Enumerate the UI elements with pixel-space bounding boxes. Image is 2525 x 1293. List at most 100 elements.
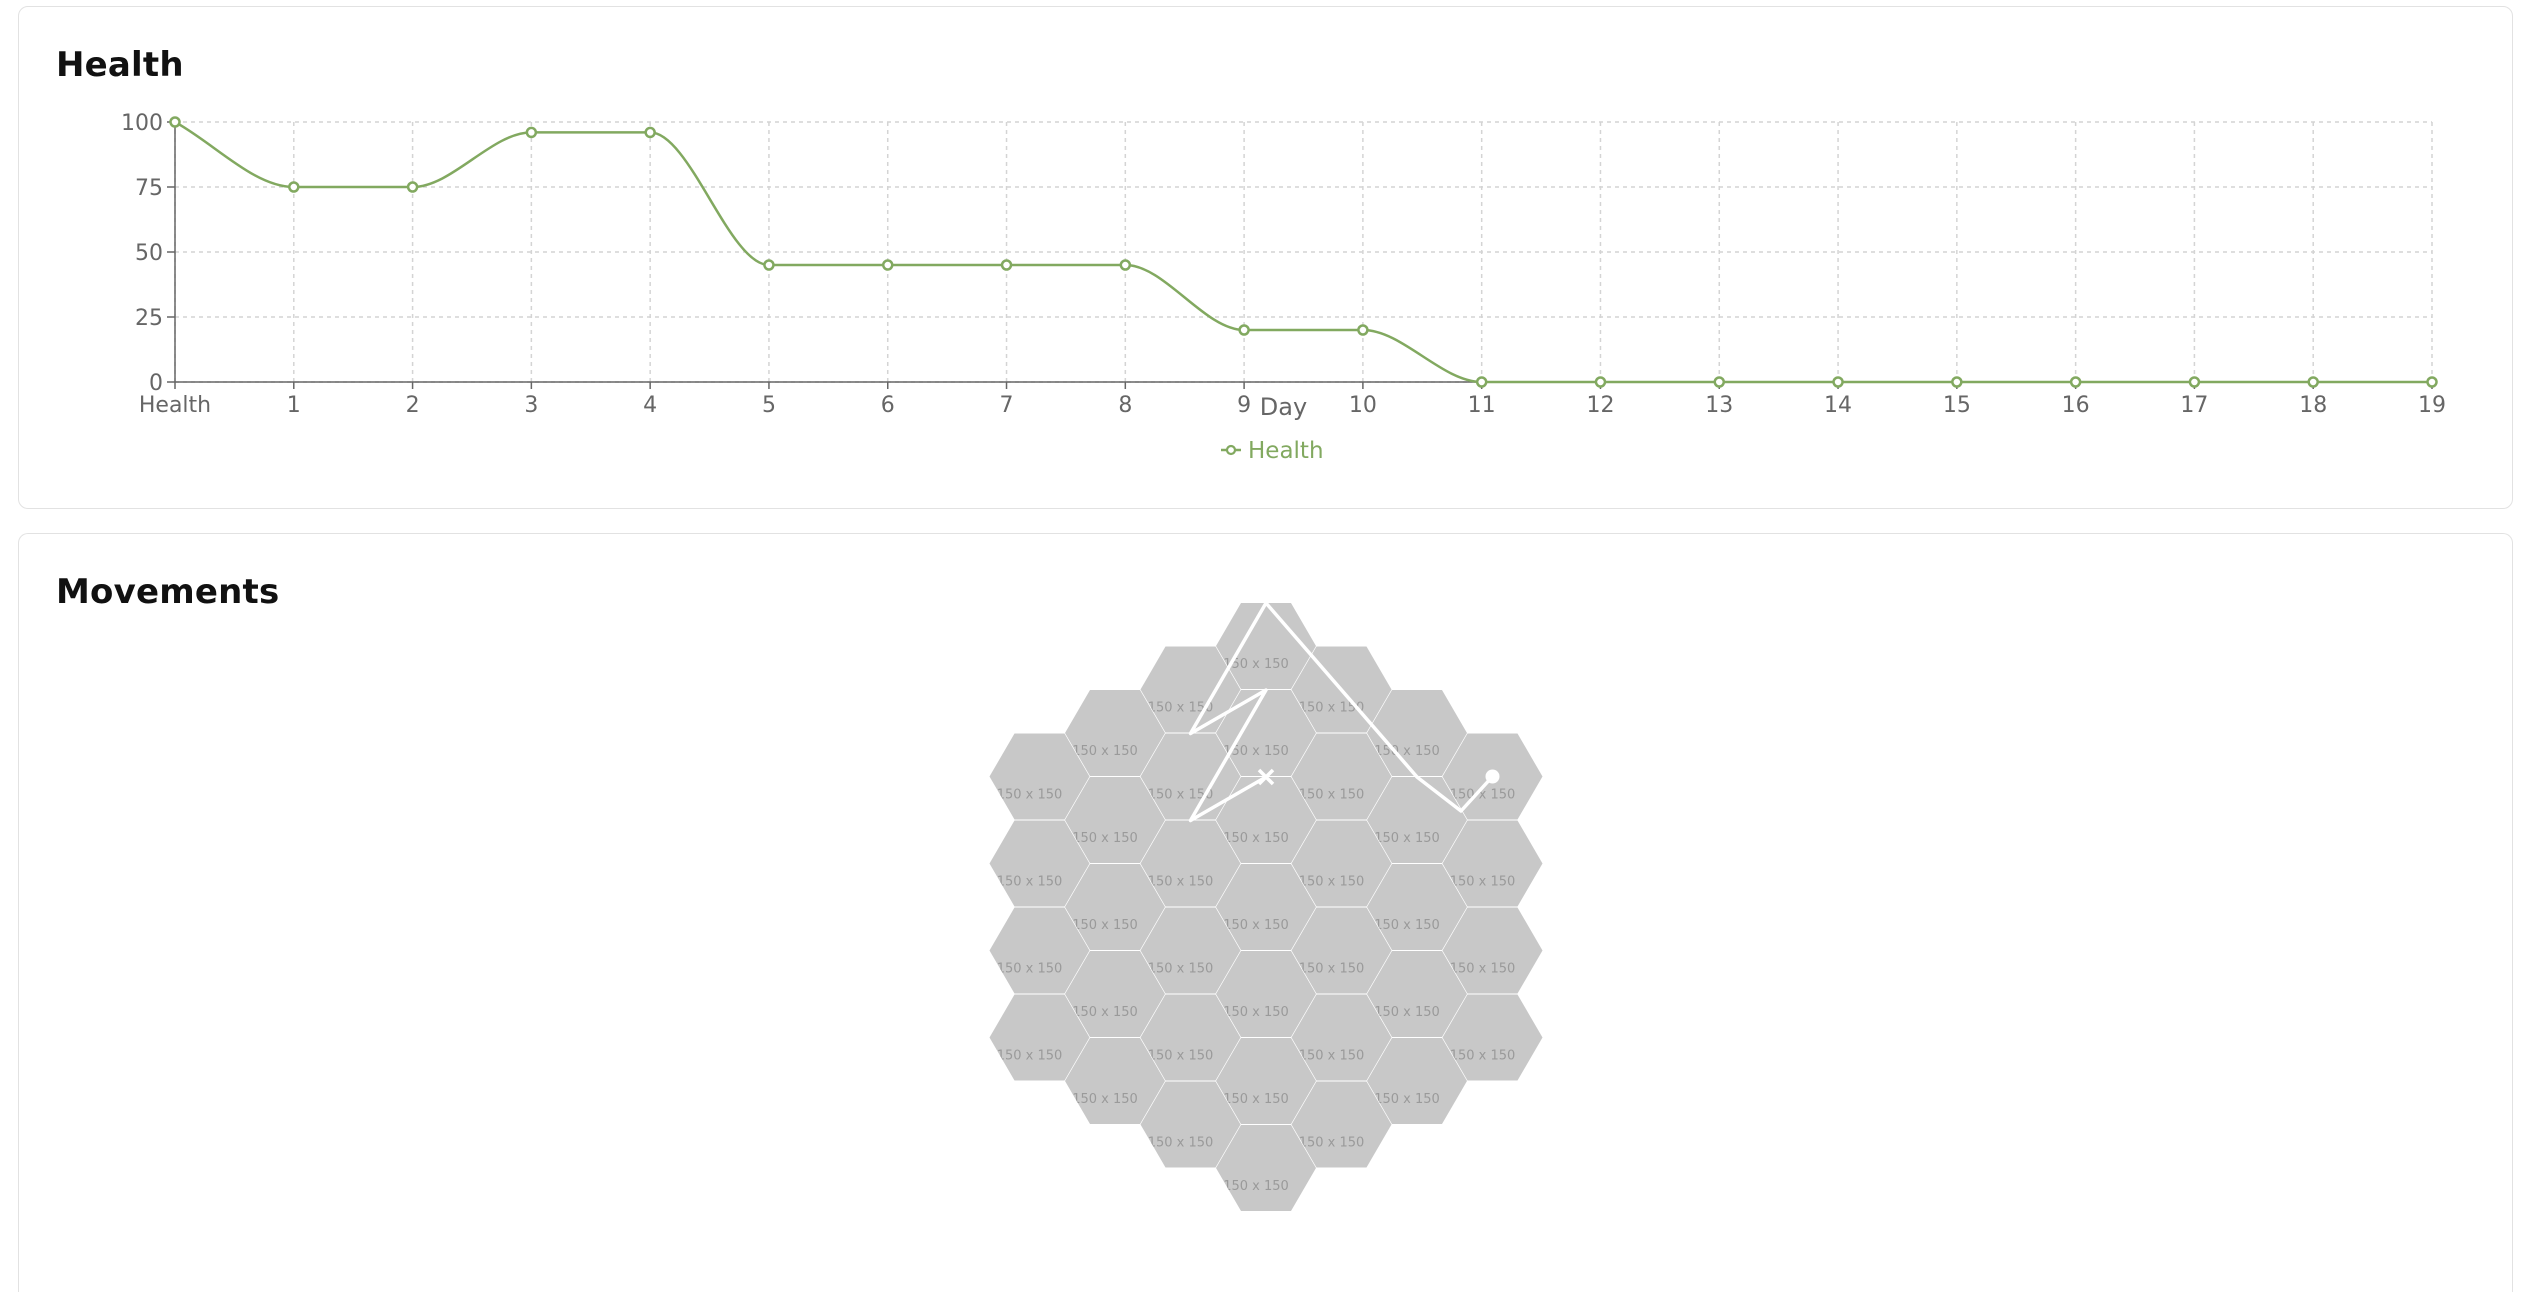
hex-tile[interactable]: 150 x 150 <box>1291 907 1392 994</box>
data-point[interactable] <box>1832 376 1844 388</box>
hex-tile[interactable]: 150 x 150 <box>1065 690 1165 776</box>
hex-tile[interactable]: 150 x 150 <box>1140 733 1241 820</box>
hex-tile-label: 150 x 150 <box>1148 875 1214 890</box>
x-tick-label: 12 <box>1586 393 1614 418</box>
hex-tile[interactable]: 150 x 150 <box>1065 1038 1165 1124</box>
hex-tile[interactable]: 150 x 150 <box>1442 994 1543 1081</box>
hex-tile[interactable]: 150 x 150 <box>1367 864 1467 950</box>
hex-tile[interactable]: 150 x 150 <box>989 994 1090 1081</box>
x-stroke <box>1257 768 1275 786</box>
hex-tile-label: 150 x 150 <box>1148 1049 1214 1064</box>
hex-tile[interactable]: 150 x 150 <box>1216 690 1316 776</box>
hex-tile[interactable]: 150 x 150 <box>1216 951 1316 1037</box>
x-tick-label: 16 <box>2062 393 2090 418</box>
hex-tile[interactable]: 150 x 150 <box>1140 820 1241 907</box>
hex-tile-label: 150 x 150 <box>1299 962 1365 977</box>
hex-shape <box>1065 864 1165 950</box>
hex-tile-label: 150 x 150 <box>997 875 1063 890</box>
hex-tile-label: 150 x 150 <box>1223 657 1289 672</box>
hex-tile[interactable]: 150 x 150 <box>1367 951 1467 1037</box>
x-tick-label: 4 <box>643 393 657 418</box>
data-point[interactable] <box>2069 376 2082 388</box>
hex-tile-label: 150 x 150 <box>1148 1136 1214 1151</box>
hex-tile-label: 150 x 150 <box>1072 1092 1138 1107</box>
hex-tile[interactable]: 150 x 150 <box>1216 1125 1316 1211</box>
hex-tile[interactable]: 150 x 150 <box>1367 1038 1467 1124</box>
data-point[interactable] <box>525 126 538 139</box>
hex-tile[interactable]: 150 x 150 <box>989 820 1090 907</box>
hex-tile-label: 150 x 150 <box>1072 831 1138 846</box>
hex-tile[interactable]: 150 x 150 <box>1216 864 1316 950</box>
data-point[interactable] <box>406 181 419 193</box>
hex-tile[interactable]: 150 x 150 <box>1140 646 1241 733</box>
hex-shape <box>1291 820 1392 907</box>
hex-tile-label: 150 x 150 <box>1223 831 1289 846</box>
hex-tile-label: 150 x 150 <box>1299 701 1365 716</box>
hex-tile[interactable]: 150 x 150 <box>1140 994 1241 1081</box>
data-point[interactable] <box>2426 376 2438 388</box>
hex-grid: 150 x 150 150 x 150 150 x 150 150 x 150 150 … <box>989 603 1543 1211</box>
data-point[interactable] <box>2188 376 2201 388</box>
movements-map: 150 x 150 150 x 150 150 x 150 150 x 150 150 … <box>989 601 1543 1211</box>
data-point[interactable] <box>1238 324 1250 336</box>
hex-tile[interactable]: 150 x 150 <box>1216 1038 1316 1124</box>
x-tick-label: 13 <box>1705 393 1733 418</box>
hex-tile-label: 150 x 150 <box>997 1049 1063 1064</box>
hex-tile[interactable]: 150 x 150 <box>1065 777 1165 863</box>
chart-legend[interactable]: Health <box>1221 438 1324 464</box>
hex-shape <box>1367 864 1467 950</box>
data-point[interactable] <box>1594 376 1607 388</box>
data-point[interactable] <box>644 126 656 139</box>
hex-tile-label: 150 x 150 <box>1072 918 1138 933</box>
hex-shape <box>989 907 1090 994</box>
data-point[interactable] <box>881 259 894 271</box>
movements-card-title: Movements <box>56 572 280 612</box>
data-point[interactable] <box>1119 259 1132 271</box>
hex-tile[interactable]: 150 x 150 <box>1291 994 1392 1081</box>
data-point[interactable] <box>169 116 181 128</box>
hex-tile[interactable]: 150 x 150 <box>1065 951 1165 1037</box>
hex-shape <box>1291 907 1392 994</box>
hex-tile[interactable]: 150 x 150 <box>1442 820 1543 907</box>
hex-tile[interactable]: 150 x 150 <box>989 733 1090 820</box>
data-point[interactable] <box>1713 376 1726 388</box>
data-point[interactable] <box>763 259 775 271</box>
data-point[interactable] <box>2307 376 2319 388</box>
hex-shape <box>1140 820 1241 907</box>
hex-shape <box>1065 777 1165 863</box>
x-tick-label: 1 <box>287 393 301 418</box>
data-point[interactable] <box>1475 376 1488 388</box>
hex-tile[interactable]: 150 x 150 <box>1065 864 1165 950</box>
hex-tile[interactable]: 150 x 150 <box>1140 1081 1241 1168</box>
health-card: 0 25 50 75 100 Health 1 2 3 4 5 6 7 8 9 10 11 12 13 14 15 16 1… <box>18 6 2513 509</box>
hex-tile[interactable]: 150 x 150 <box>989 907 1090 994</box>
x-tick-label: 11 <box>1468 393 1496 418</box>
x-tick-label: 8 <box>1118 393 1132 418</box>
hex-tile[interactable]: 150 x 150 <box>1291 820 1392 907</box>
data-point[interactable] <box>1000 259 1013 271</box>
hex-shape <box>1291 1081 1392 1168</box>
hex-tile-label: 150 x 150 <box>1148 701 1214 716</box>
chart-grid <box>174 121 2433 383</box>
x-tick-label: 9 <box>1237 393 1251 418</box>
hex-shape <box>1140 907 1241 994</box>
x-tick-label: Health <box>139 393 211 418</box>
y-tick-label: 50 <box>135 241 163 266</box>
hex-tile-label: 150 x 150 <box>1223 1092 1289 1107</box>
hex-tile[interactable]: 150 x 150 <box>1140 907 1241 994</box>
x-tick-label: 15 <box>1943 393 1971 418</box>
hex-tile[interactable]: 150 x 150 <box>1291 1081 1392 1168</box>
x-tick-label: 6 <box>881 393 895 418</box>
data-point[interactable] <box>288 181 300 193</box>
data-point[interactable] <box>1357 324 1369 336</box>
movement-path <box>1188 601 1494 823</box>
data-point[interactable] <box>1951 376 1963 388</box>
hex-tile[interactable]: 150 x 150 <box>1216 603 1316 689</box>
hex-tile[interactable]: 150 x 150 <box>1216 777 1316 863</box>
hex-tile[interactable]: 150 x 150 <box>1442 907 1543 994</box>
hex-shape <box>1291 994 1392 1081</box>
hex-shape <box>1216 603 1316 689</box>
x-axis-label: Day <box>1260 393 1307 421</box>
hex-tile[interactable]: 150 x 150 <box>1291 733 1392 820</box>
